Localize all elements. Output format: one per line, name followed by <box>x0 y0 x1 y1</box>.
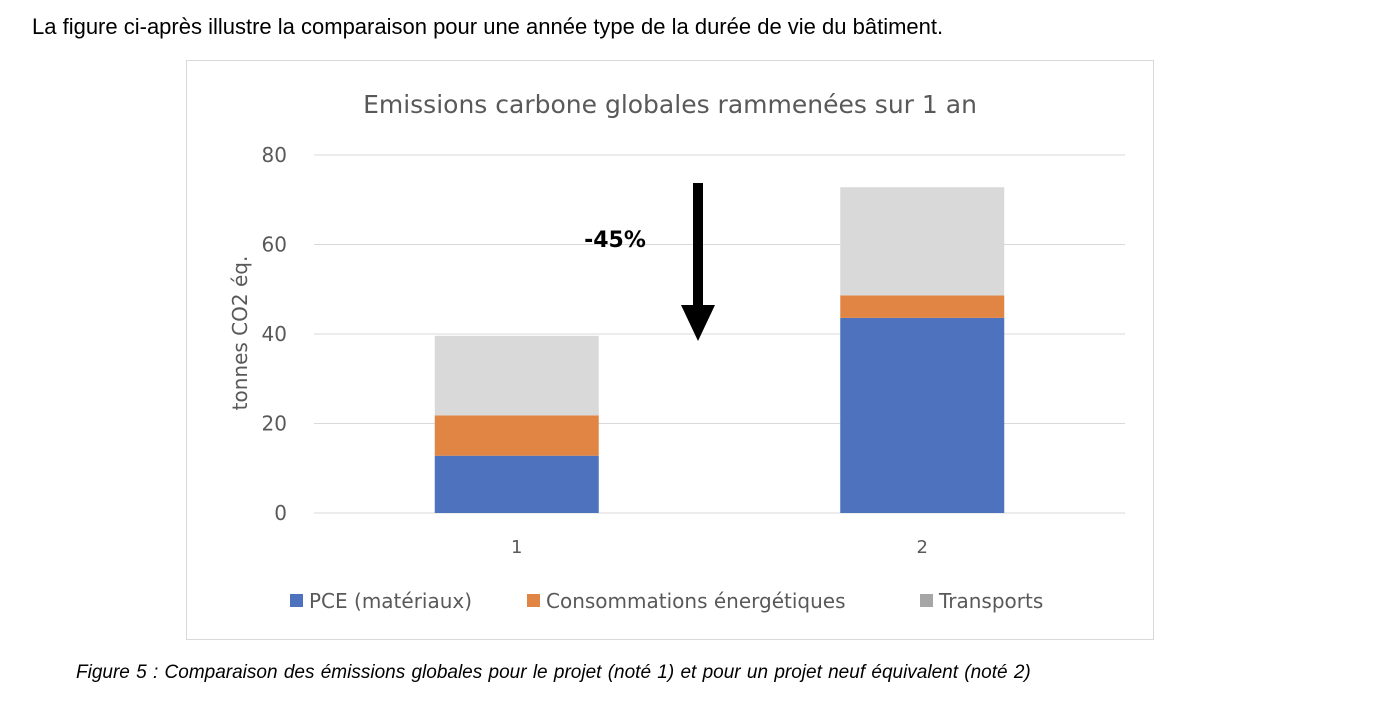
y-tick-label: 40 <box>262 322 287 346</box>
bar-segment-3-category-1 <box>434 335 599 416</box>
legend-swatch <box>290 594 303 607</box>
legend-swatch <box>527 594 540 607</box>
legend-item-2: Consommations énergétiques <box>527 589 846 613</box>
bar-segment-3-category-2 <box>840 187 1005 296</box>
stacked-bar-chart: Emissions carbone globales rammenées sur… <box>228 90 1125 613</box>
bar-segment-1-category-2 <box>840 317 1005 513</box>
legend-label: PCE (matériaux) <box>309 589 472 613</box>
bar-layer <box>434 187 1005 513</box>
legend-item-3: Transports <box>920 589 1043 613</box>
legend: PCE (matériaux) Consommations énergétique… <box>290 589 1043 613</box>
legend-label: Consommations énergétiques <box>546 589 846 613</box>
figure-caption: Figure 5 : Comparaison des émissions glo… <box>76 662 1031 683</box>
bar-segment-1-category-1 <box>434 455 599 513</box>
y-tick-label: 80 <box>262 143 287 167</box>
y-tick-label: 0 <box>274 501 287 525</box>
chart-frame: Emissions carbone globales rammenées sur… <box>186 60 1154 640</box>
reduction-arrow-shaft <box>693 183 703 309</box>
y-axis-ticks: 0 20 40 60 80 <box>262 143 287 525</box>
legend-label: Transports <box>938 589 1043 613</box>
legend-item-1: PCE (matériaux) <box>290 589 472 613</box>
legend-swatch <box>920 594 933 607</box>
reduction-arrow-head <box>681 305 715 341</box>
x-tick-label: 1 <box>511 537 522 558</box>
y-axis-label: tonnes CO2 éq. <box>228 256 252 411</box>
reduction-annotation: -45% <box>584 228 646 253</box>
y-tick-label: 60 <box>262 233 287 257</box>
intro-text: La figure ci-après illustre la comparais… <box>32 14 944 39</box>
chart-title: Emissions carbone globales rammenées sur… <box>363 90 977 119</box>
reduction-arrow <box>681 183 715 341</box>
x-tick-label: 2 <box>917 537 928 558</box>
y-tick-label: 20 <box>262 412 287 436</box>
bar-segment-2-category-2 <box>840 295 1005 318</box>
bar-segment-2-category-1 <box>434 415 599 456</box>
